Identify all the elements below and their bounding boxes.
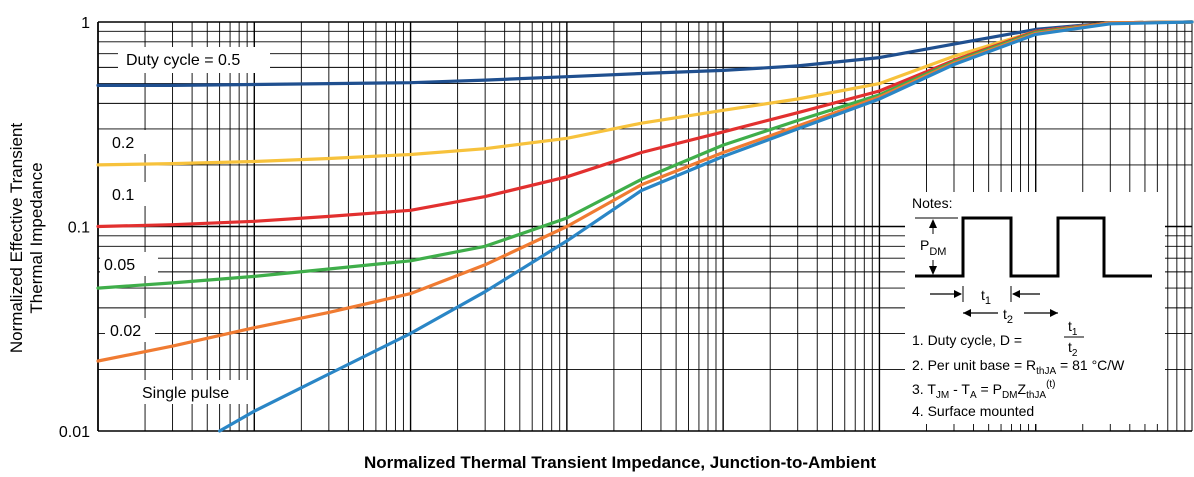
- note-1-denominator: t2: [1068, 339, 1078, 359]
- x-axis-area: [90, 433, 1194, 477]
- series-label-duty-0.5: Duty cycle = 0.5: [126, 52, 240, 69]
- label-bg-0.1: [105, 182, 155, 206]
- notes-title: Notes:: [912, 195, 952, 211]
- y-tick-label: 0.01: [59, 424, 90, 441]
- x-axis-title: Normalized Thermal Transient Impedance, …: [364, 453, 876, 472]
- pdm-label-bg: [918, 234, 954, 260]
- label-bg-0.05: [100, 252, 158, 276]
- series-label-0.2: 0.2: [112, 135, 134, 152]
- pdm-arrow-down: [929, 266, 937, 275]
- series-label-single-pulse: Single pulse: [142, 385, 229, 402]
- notes-background: [905, 192, 1165, 424]
- label-bg-0.2: [105, 130, 155, 154]
- series-label-0.1: 0.1: [112, 187, 134, 204]
- note-3: 3. TJM - TA = PDMZthJA(t): [912, 379, 1056, 401]
- note-1-numerator: t1: [1068, 318, 1078, 338]
- pulse-waveform: [915, 216, 1152, 278]
- label-bg-single: [134, 380, 248, 404]
- pdm-label: PDM: [920, 237, 946, 258]
- pdm-arrow-up: [929, 219, 937, 228]
- t1-arrow-left: [954, 290, 962, 298]
- y-tick-label: 1: [81, 15, 90, 32]
- note-4: 4. Surface mounted: [912, 403, 1034, 419]
- series-line-0: [96, 20, 1194, 88]
- t2-label: t2: [1003, 306, 1013, 326]
- series-line-5: [218, 20, 1194, 433]
- y-axis-title-line-1: Normalized Effective Transient: [7, 123, 26, 354]
- series-layer: [96, 20, 1194, 433]
- series-labels: Duty cycle = 0.5 0.2 0.1 0.05 0.02 Singl…: [100, 47, 270, 404]
- series-label-0.05: 0.05: [104, 257, 135, 274]
- t2-arrow-left: [963, 309, 971, 317]
- series-label-0.02: 0.02: [110, 323, 141, 340]
- t2-arrow-right: [1050, 309, 1058, 317]
- t2-label-bg: [998, 305, 1024, 323]
- series-line-1: [96, 20, 1194, 167]
- label-bg-0.02: [105, 318, 155, 342]
- t1-label: t1: [981, 287, 991, 307]
- y-tick-labels: 1 0.1 0.01: [59, 15, 90, 441]
- notes-box: Notes: PDM t1 t2 1. Duty cycle, D = t1 t…: [905, 192, 1165, 424]
- note-1: 1. Duty cycle, D =: [912, 332, 1022, 348]
- y-tick-label: 0.1: [68, 220, 90, 237]
- label-bg-0.5: [118, 47, 270, 73]
- note-2: 2. Per unit base = RthJA = 81 °C/W: [912, 357, 1125, 377]
- t1-arrow-right: [1012, 290, 1020, 298]
- y-axis-title-line-2: Thermal Impedance: [27, 162, 46, 313]
